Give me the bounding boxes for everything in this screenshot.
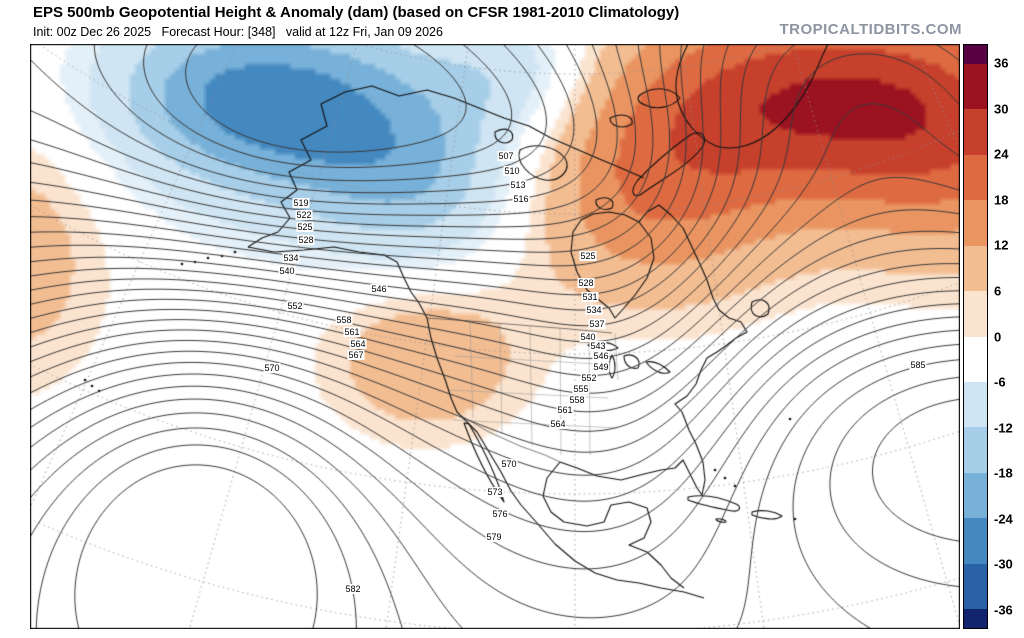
colorbar-tick: -36	[994, 602, 1013, 618]
map-area: 507 510 513 516 519 522 525 528 534 540 546 552 558 5…	[30, 44, 960, 629]
colorbar-band	[964, 518, 987, 564]
tropicaltidbits-watermark: TROPICALTIDBITS.COM	[779, 21, 962, 38]
colorbar-tick: 30	[994, 101, 1009, 117]
colorbar-tick-labels: 36 30 24 18 12 6 0 -6 -12 -18 -24 -30 -36	[994, 44, 1024, 629]
colorbar-band	[964, 154, 987, 201]
colorbar-tick: 18	[994, 192, 1009, 208]
colorbar-band	[964, 45, 987, 64]
weather-map-canvas	[30, 44, 960, 629]
colorbar-band	[964, 64, 987, 110]
colorbar-tick: -24	[994, 511, 1013, 527]
init-forecast-line: Init: 00z Dec 26 2025 Forecast Hour: [34…	[33, 25, 443, 39]
colorbar-tick: -12	[994, 420, 1013, 436]
colorbar-band	[964, 609, 987, 629]
anomaly-colorbar	[963, 44, 988, 629]
colorbar-band	[964, 109, 987, 155]
colorbar-band	[964, 472, 987, 519]
colorbar-tick: 6	[994, 283, 1002, 299]
colorbar-band	[964, 563, 987, 610]
colorbar-band	[964, 336, 987, 382]
colorbar-tick: 24	[994, 146, 1009, 162]
colorbar-tick: 36	[994, 55, 1009, 71]
colorbar-tick: -6	[994, 374, 1006, 390]
colorbar-band	[964, 381, 987, 428]
chart-title: EPS 500mb Geopotential Height & Anomaly …	[33, 4, 680, 21]
colorbar-band	[964, 200, 987, 246]
colorbar-band	[964, 427, 987, 473]
colorbar-tick: 0	[994, 329, 1002, 344]
colorbar-band	[964, 291, 987, 337]
colorbar-tick: -30	[994, 556, 1013, 572]
colorbar-tick: 12	[994, 237, 1009, 253]
colorbar-tick: -18	[994, 465, 1013, 481]
colorbar-band	[964, 245, 987, 292]
